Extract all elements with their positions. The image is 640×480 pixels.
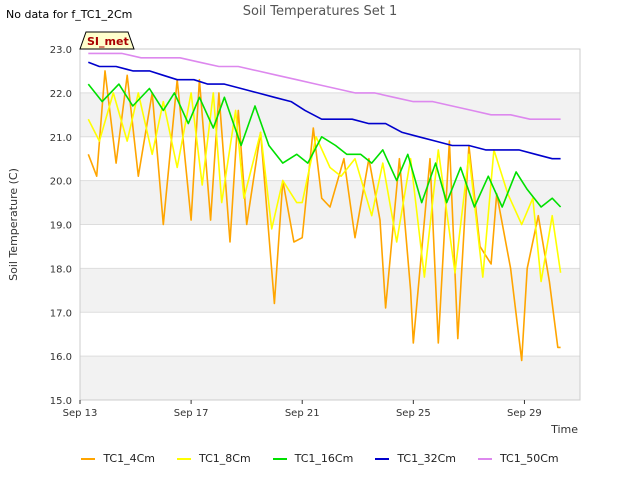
legend-swatch [81,457,96,460]
series-line-tc1-50cm [88,52,561,120]
series-layer [87,52,562,362]
no-data-note: No data for f_TC1_2Cm [6,8,133,21]
plot-background-bands [80,49,580,401]
y-tick-label: 17.0 [50,308,72,319]
legend-item: TC1_8Cm [177,452,251,465]
legend-item: TC1_4Cm [81,452,155,465]
grid-band [80,268,580,313]
station-badge-label: SI_met [87,35,129,48]
y-tick-label: 19.0 [50,221,72,232]
legend-swatch [477,457,492,460]
legend-item: TC1_50Cm [477,452,559,465]
legend-item: TC1_32Cm [375,452,456,465]
chart-title: Soil Temperatures Set 1 [242,4,398,19]
legend-label: TC1_4Cm [103,452,156,465]
legend: TC1_4Cm TC1_8Cm TC1_16Cm TC1_32Cm TC1_50Cm [0,452,640,465]
x-tick-label: Sep 13 [63,408,98,419]
y-tick-label: 15.0 [50,396,72,407]
grid-band [80,224,580,269]
y-tick-label: 18.0 [50,264,72,275]
x-axis-label: Time [550,423,578,436]
grid-band [80,312,580,357]
series-line-tc1-8cm [87,92,562,283]
x-tick-label: Sep 25 [396,408,431,419]
plot-area [79,48,581,401]
series-line-tc1-32cm [88,61,561,160]
legend-label: TC1_8Cm [199,452,251,465]
legend-label: TC1_16Cm [294,452,354,465]
y-tick-label: 16.0 [50,352,72,363]
legend-label: TC1_32Cm [397,452,456,465]
station-badge: SI_met [79,31,135,50]
grid-band [80,49,580,93]
grid-band [80,356,580,400]
series-line-tc1-16cm [87,83,562,208]
x-tick-label: Sep 21 [285,408,320,419]
legend-swatch [177,457,192,460]
legend-swatch [272,457,287,460]
y-tick-label: 23.0 [50,45,72,56]
legend-swatch [375,457,390,460]
series-line-tc1-4cm [87,70,561,362]
y-axis-label: Soil Temperature (C) [7,168,20,281]
y-tick-label: 20.0 [50,177,72,188]
x-tick-label: Sep 17 [174,408,209,419]
legend-item: TC1_16Cm [272,452,354,465]
legend-label: TC1_50Cm [499,452,559,465]
axis-ticks: 15.0 16.0 17.0 18.0 19.0 20.0 21.0 22.0 23.0 Sep … [50,45,542,419]
y-tick-label: 22.0 [50,89,72,100]
y-tick-label: 21.0 [50,133,72,144]
x-tick-label: Sep 29 [507,408,542,419]
